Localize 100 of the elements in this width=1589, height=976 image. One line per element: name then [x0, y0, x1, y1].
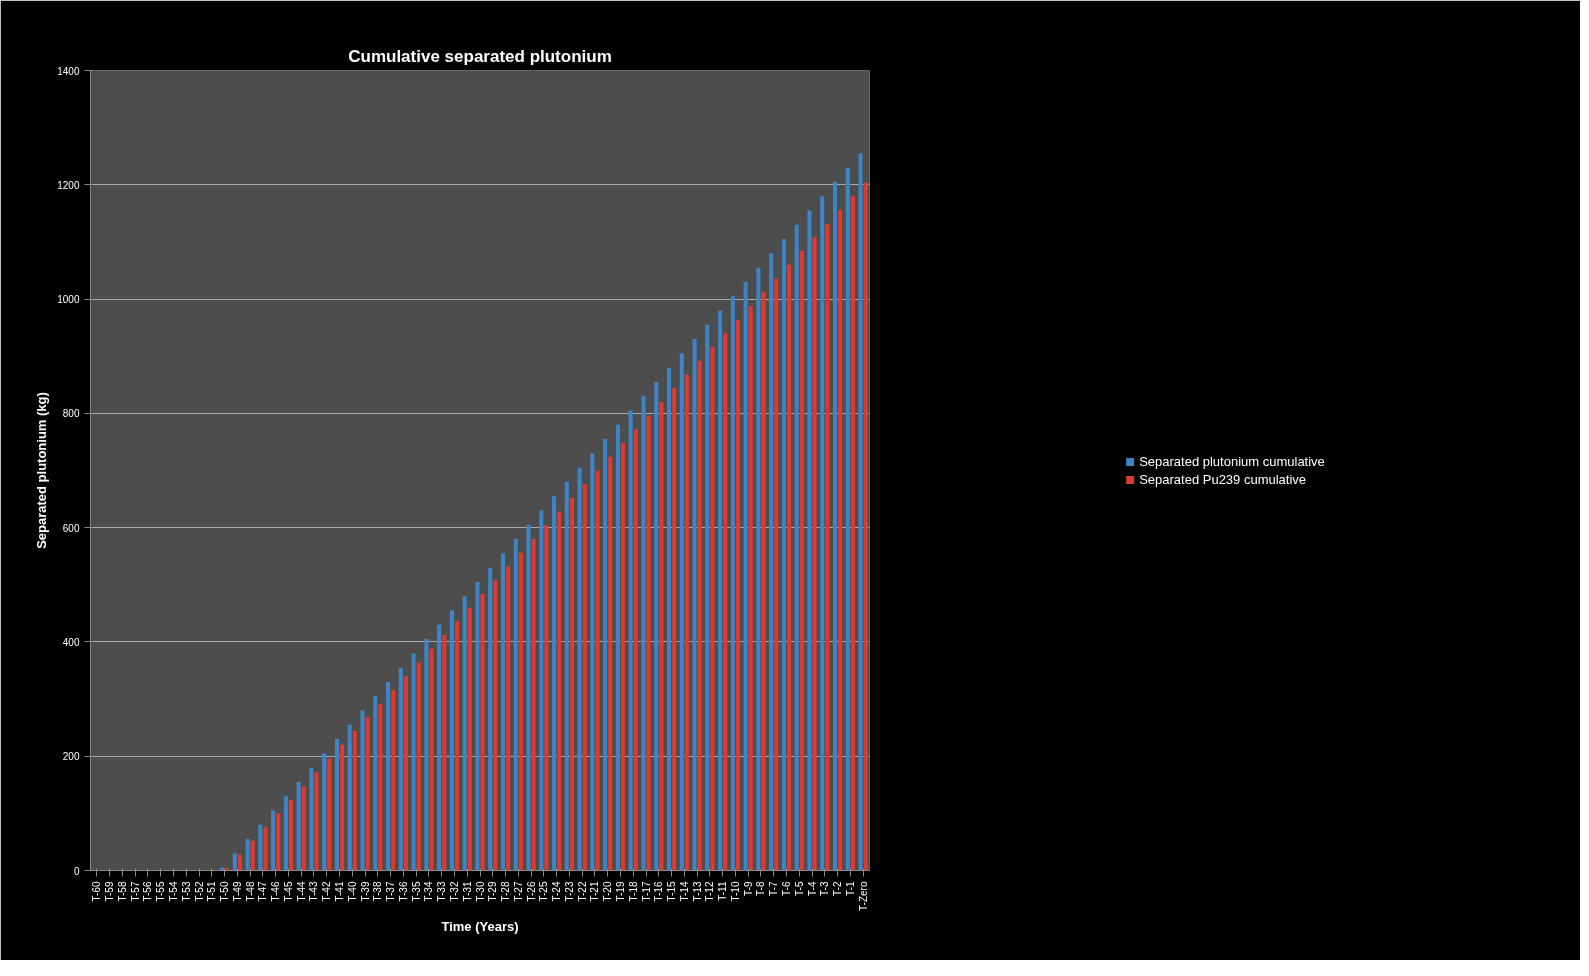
bar: [314, 772, 319, 871]
bar: [327, 758, 332, 871]
bar: [462, 596, 467, 871]
x-tick-label: T-54: [168, 881, 180, 902]
x-tick-label: T-29: [487, 881, 499, 902]
x-tick-label: T-50: [219, 881, 231, 902]
bar: [334, 739, 340, 871]
bar: [633, 429, 638, 871]
bar: [666, 367, 672, 871]
bar: [309, 767, 314, 871]
x-tick-label: T-31: [461, 881, 473, 902]
bar: [595, 470, 600, 871]
bar: [832, 181, 838, 871]
bar: [641, 396, 646, 871]
bar: [232, 853, 237, 871]
x-tick-label: T-46: [270, 881, 282, 902]
x-tick-label: T-32: [448, 881, 460, 902]
bar: [531, 539, 536, 871]
x-tick-label: T-55: [155, 881, 167, 902]
bar: [340, 744, 345, 871]
x-tick-label: T-26: [525, 881, 537, 902]
bar: [557, 511, 562, 871]
bar: [845, 167, 850, 871]
y-tick-label: 800: [62, 408, 80, 420]
bar: [258, 824, 263, 871]
y-tick-label: 1000: [57, 294, 80, 306]
x-tick-label: T-41: [334, 881, 346, 902]
x-tick-label: T-20: [602, 881, 614, 902]
bar: [582, 484, 587, 871]
bar: [365, 717, 370, 871]
x-tick-label: T-43: [308, 881, 320, 902]
x-tick-label: T-22: [576, 881, 588, 902]
bar: [301, 785, 306, 871]
bar: [237, 854, 242, 871]
bar: [271, 810, 276, 871]
bar: [454, 621, 460, 871]
x-tick-label: T-16: [653, 881, 665, 902]
bar: [352, 731, 357, 871]
x-tick-label: T-23: [563, 881, 575, 902]
x-tick-label: T-7: [768, 881, 780, 896]
bar: [723, 333, 728, 871]
chart-title: Cumulative separated plutonium: [348, 46, 612, 66]
bar: [539, 510, 544, 871]
x-tick-label: T-59: [104, 881, 116, 902]
x-tick-label: T-27: [512, 881, 524, 902]
bar: [245, 839, 250, 871]
bar: [398, 667, 403, 871]
x-tick-label: T-15: [666, 881, 678, 902]
x-tick-label: T-18: [627, 881, 639, 902]
x-tick-label: T-58: [116, 881, 128, 902]
x-tick-label: T-17: [640, 881, 652, 902]
bar: [774, 278, 779, 871]
x-tick-label: T-30: [474, 881, 486, 902]
x-tick-label: T-36: [397, 881, 409, 902]
bar: [799, 251, 804, 871]
bar: [416, 662, 421, 871]
bar: [730, 296, 735, 871]
x-tick-label: T-28: [500, 881, 512, 902]
bar: [692, 339, 697, 871]
bar: [283, 796, 288, 871]
bar: [620, 443, 626, 871]
bar: [756, 267, 761, 871]
bar: [322, 753, 327, 871]
x-tick-label: T-35: [410, 881, 422, 902]
bar: [697, 360, 702, 871]
bar: [659, 401, 664, 871]
bar: [672, 388, 677, 871]
bar: [506, 566, 511, 871]
bar: [552, 496, 557, 871]
x-tick-label: T-10: [729, 881, 741, 902]
x-tick-label: T-14: [678, 881, 690, 902]
bar: [378, 703, 383, 871]
bar: [513, 539, 518, 871]
x-tick-label: T-21: [589, 881, 601, 902]
bar: [526, 524, 531, 871]
bar: [679, 353, 684, 871]
bar: [500, 553, 506, 871]
x-tick-label: T-24: [551, 881, 563, 902]
bar: [769, 253, 774, 871]
legend-label: Separated Pu239 cumulative: [1139, 471, 1307, 487]
legend-label: Separated plutonium cumulative: [1139, 453, 1325, 469]
bar: [863, 182, 868, 871]
x-tick-label: T-49: [231, 881, 243, 902]
bar: [710, 347, 715, 871]
x-tick-label: T-37: [385, 881, 397, 902]
bar: [424, 639, 429, 871]
x-tick-label: T-51: [206, 881, 218, 902]
x-axis-title: Time (Years): [441, 918, 519, 934]
x-tick-label: T-2: [832, 881, 844, 896]
bar: [825, 223, 830, 871]
bar: [386, 681, 391, 871]
bar: [564, 481, 569, 871]
bar: [442, 635, 447, 871]
y-tick-label: 600: [62, 522, 80, 534]
bar: [761, 292, 766, 871]
bar: [781, 239, 786, 871]
bar: [743, 281, 748, 871]
y-tick-label: 0: [73, 865, 80, 877]
x-tick-label: T-11: [717, 881, 729, 901]
bar: [518, 552, 523, 871]
